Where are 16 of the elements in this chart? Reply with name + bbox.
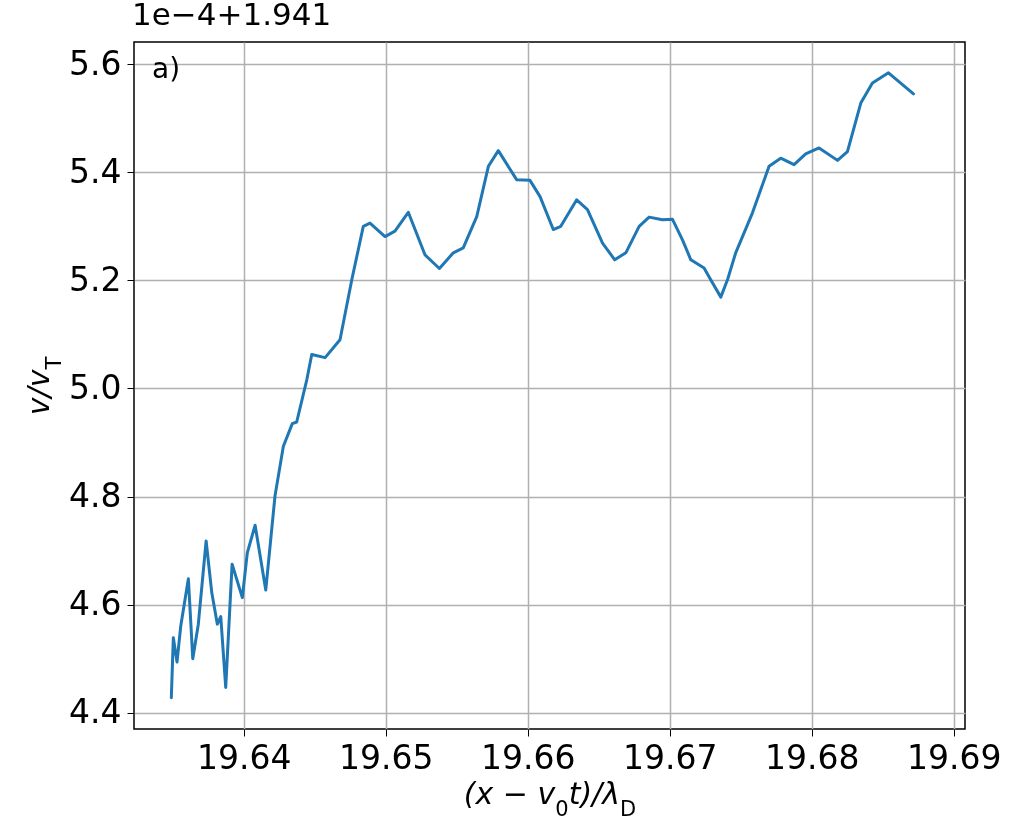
y-tick-label: 4.4 [69, 692, 122, 732]
y-tick-label: 4.8 [69, 476, 122, 516]
y-tick-label: 5.6 [69, 43, 122, 83]
x-axis-title: (x − v$_{0}$t)/λ$_{D}$ [463, 775, 637, 821]
x-tick-label: 19.68 [764, 737, 860, 777]
y-tick-label: 5.0 [69, 367, 122, 407]
x-tick-label: 19.67 [622, 737, 718, 777]
text: 1e−4+1.941 [132, 0, 332, 32]
x-tick-label: 19.66 [480, 737, 576, 777]
y-tick-label: 5.2 [69, 259, 122, 299]
x-tick-label: 19.69 [906, 737, 1002, 777]
annotation: a) [152, 52, 181, 85]
y-tick-label: 4.6 [69, 584, 122, 624]
x-tick-label: 19.65 [338, 737, 434, 777]
y-tick-label: 5.4 [69, 151, 122, 191]
x-tick-label: 19.64 [197, 737, 292, 777]
